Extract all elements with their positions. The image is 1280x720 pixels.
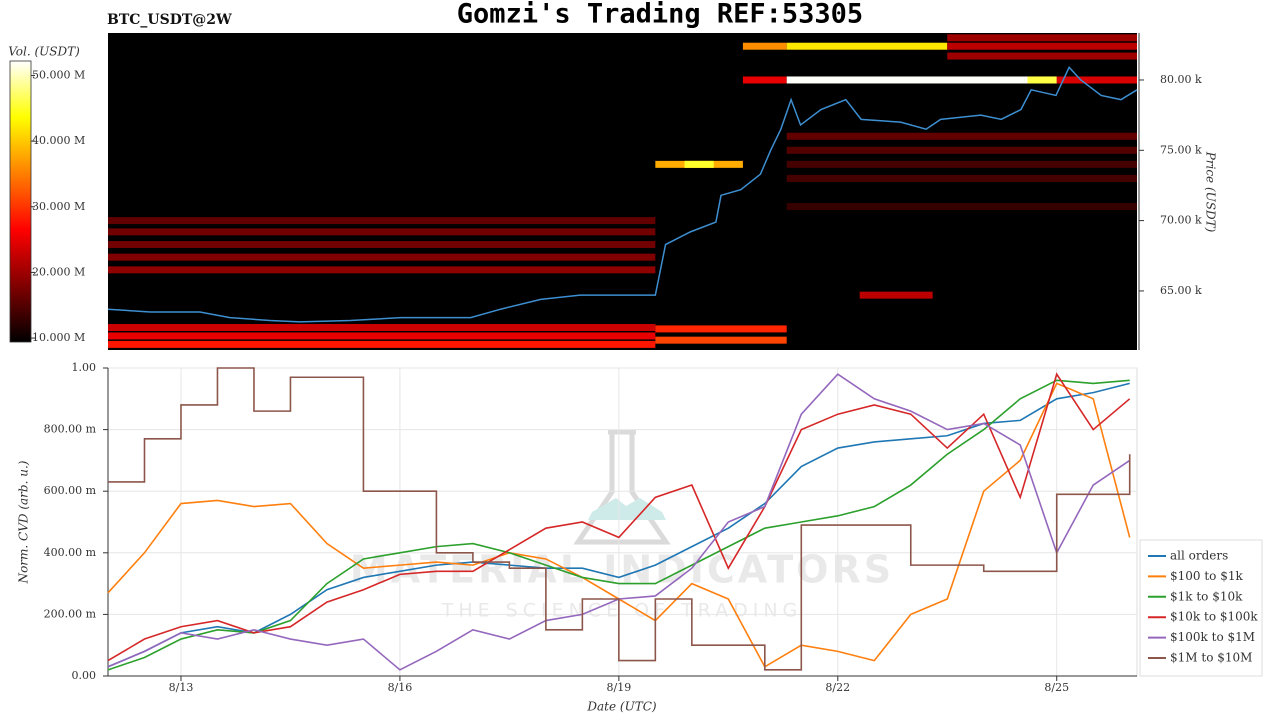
y-tick-label: 200.00 m: [44, 607, 97, 620]
price-line: [107, 65, 1138, 323]
heatmap-cell: [108, 253, 656, 261]
colorbar-tick-label: 30.000 M: [32, 200, 85, 213]
price-tick-label: 70.00 k: [1160, 214, 1202, 227]
colorbar-label: Vol. (USDT): [8, 45, 80, 59]
cvd-line: [108, 367, 1131, 671]
price-tick-label: 80.00 k: [1160, 73, 1202, 86]
price-axis-label: Price (USDT): [1204, 151, 1218, 233]
heatmap-cell: [655, 325, 787, 333]
heatmap-cell: [108, 332, 656, 340]
heatmap-cell: [786, 146, 1137, 154]
legend-label: $100k to $1M: [1170, 630, 1255, 644]
y-tick-label: 600.00 m: [44, 484, 97, 497]
heatmap-cell: [947, 34, 1137, 42]
colorbar-tick-label: 50.000 M: [32, 68, 85, 81]
heatmap-cell: [108, 241, 656, 249]
watermark-subtext: THE SCIENCE OF TRADING: [441, 600, 803, 622]
x-tick-label: 8/19: [606, 681, 631, 694]
legend-label: $1k to $10k: [1170, 589, 1243, 603]
colorbar-tick-label: 40.000 M: [32, 134, 85, 147]
legend-label: $1M to $10M: [1170, 651, 1252, 665]
colorbar: [9, 60, 32, 343]
y-tick-label: 1.00: [72, 361, 97, 374]
heatmap-cell: [786, 42, 948, 50]
x-tick-label: 8/13: [169, 681, 194, 694]
heatmap-cell: [786, 203, 1137, 211]
symbol: BTC_USDT@2W: [107, 12, 232, 28]
heatmap-cell: [947, 52, 1137, 60]
heatmap-cell: [108, 266, 656, 274]
heatmap-cell: [786, 160, 1137, 168]
price-tick-label: 65.00 k: [1160, 284, 1202, 297]
watermark-flask: [573, 429, 671, 545]
y-axis-label: Norm. CVD (arb. u.): [17, 460, 31, 584]
heatmap-cell: [786, 132, 1137, 140]
watermark-liquid: [588, 498, 666, 520]
legend-label: $10k to $100k: [1170, 610, 1258, 624]
cvd-line: [107, 379, 1130, 671]
legend: [1139, 539, 1263, 677]
legend-label: all orders: [1170, 549, 1228, 563]
legend-label: $100 to $1k: [1170, 569, 1243, 583]
watermark-text: MATERIAL INDICATORS: [350, 548, 894, 592]
heatmap-cell: [1027, 76, 1057, 84]
heatmap-cell: [742, 76, 787, 84]
heatmap-cell: [742, 42, 787, 50]
x-tick-label: 8/22: [825, 681, 850, 694]
heatmap-cell: [1056, 76, 1137, 84]
y-tick-label: 0.00: [72, 669, 97, 682]
y-tick-label: 400.00 m: [44, 546, 97, 559]
colorbar-tick-label: 20.000 M: [32, 265, 85, 278]
x-tick-label: 8/25: [1044, 681, 1069, 694]
heatmap-cell: [684, 160, 714, 168]
x-tick-label: 8/16: [388, 681, 413, 694]
heatmap-cell: [108, 323, 656, 331]
cvd-line: [107, 372, 1131, 662]
heatmap-cell: [947, 42, 1137, 50]
heatmap-cell: [108, 228, 656, 236]
heatmap-background: [108, 33, 1137, 350]
price-tick-label: 75.00 k: [1160, 143, 1202, 156]
heatmap-cell: [108, 340, 656, 348]
heatmap-cell: [786, 174, 1137, 182]
title: Gomzi's Trading REF:53305: [457, 0, 863, 30]
heatmap-cell: [859, 291, 933, 299]
x-axis-label: Date (UTC): [586, 700, 656, 714]
heatmap-cell: [108, 217, 656, 225]
y-tick-label: 800.00 m: [44, 423, 97, 436]
colorbar-tick-label: 10.000 M: [32, 331, 85, 344]
heatmap-cell: [786, 76, 1057, 84]
cvd-line: [107, 382, 1130, 668]
heatmap-cell: [655, 336, 787, 344]
